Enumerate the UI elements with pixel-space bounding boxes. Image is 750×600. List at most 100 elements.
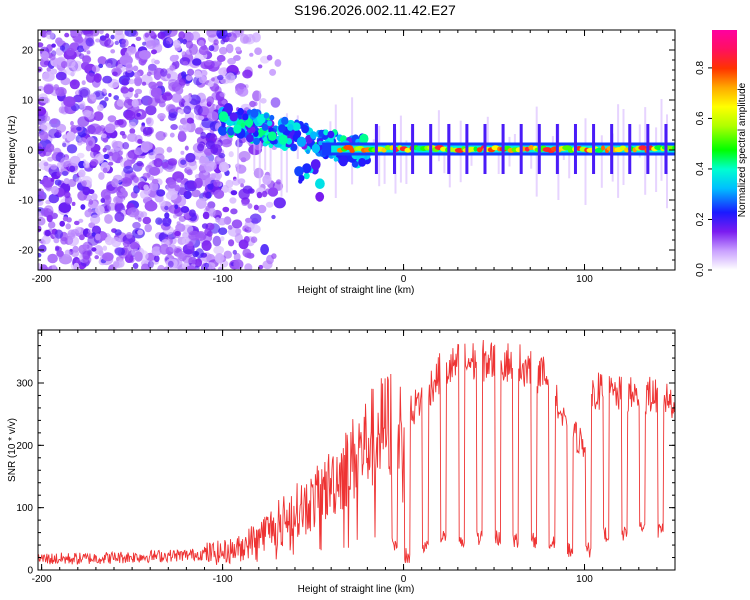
spectrogram-cell [114, 229, 122, 236]
spectrogram-cell [153, 158, 163, 168]
colorbar-axis: 0.0 0.2 0.4 0.6 0.8 [695, 61, 712, 277]
spectrogram-streak [237, 124, 240, 179]
spectrogram-cell [76, 45, 85, 53]
spectrogram-cell [55, 246, 60, 251]
spectrogram-cell [120, 87, 129, 94]
spectrogram-streak [600, 135, 603, 188]
spectrogram-cell [164, 70, 178, 82]
spectrogram-streak [497, 142, 500, 174]
spectrogram-cell [91, 247, 97, 252]
spectrogram-cell [204, 59, 215, 70]
x-tick-label: -200 [32, 574, 52, 585]
spectrogram-cell [142, 41, 147, 46]
spectrogram-cell [206, 230, 213, 237]
spectrogram-cell [93, 111, 104, 121]
colorbar-tick-label: 0.8 [695, 61, 706, 75]
spectrogram-cell [127, 133, 138, 142]
spectrogram-cell [191, 189, 201, 198]
spectrogram-cell [45, 31, 55, 40]
spectrogram-cell [50, 164, 58, 170]
spectrogram-cell [185, 161, 198, 172]
spectrogram-cell [69, 79, 80, 90]
spectrogram-cell [185, 74, 193, 81]
spectrogram-cell [229, 197, 237, 204]
spectrogram-cell [117, 119, 124, 126]
spectrogram-cell [75, 177, 83, 183]
spectrogram-cell [81, 61, 90, 71]
spectrogram-cell [101, 133, 107, 139]
spectrogram-cell [48, 128, 60, 139]
spectrogram-cell [104, 123, 116, 134]
spectrogram-cell [62, 142, 67, 148]
spectrogram-cell [43, 60, 50, 66]
spectrogram-burst [447, 124, 451, 174]
spectrogram-cell [315, 178, 325, 189]
spectrogram-cell [273, 197, 286, 209]
spectrogram-cell [302, 163, 312, 174]
spectrogram-cell [135, 36, 142, 41]
spectrogram-cell [147, 260, 154, 269]
spectrogram-cell [207, 111, 219, 122]
snr-frame [37, 329, 676, 571]
spectrogram-cell [86, 50, 91, 55]
spectrogram-cell [228, 151, 234, 158]
spectrogram-cell [102, 147, 107, 153]
spectrogram-cell [311, 143, 321, 154]
spectrogram-cell [97, 56, 107, 65]
spectrogram-cell [327, 130, 335, 139]
spectrogram-cell [108, 93, 112, 97]
spectrogram-cell [176, 178, 182, 183]
spectrogram-cell [202, 211, 210, 220]
spectrogram-cell [98, 172, 105, 180]
spectrogram-cell [318, 140, 323, 146]
x-tick-label: 100 [576, 274, 593, 285]
y-tick-label: 10 [22, 96, 34, 107]
spectrogram-cell [46, 67, 51, 72]
spectrogram-cell [253, 101, 258, 107]
spectrogram-cell [208, 45, 215, 52]
spectrogram-cell [39, 264, 48, 270]
spectrogram-cell [173, 213, 178, 219]
spectrogram-cell [58, 106, 66, 114]
spectrogram-cell [318, 129, 325, 137]
spectrogram-cell [58, 202, 72, 214]
spectrogram-cell [251, 224, 261, 234]
spectrogram-cell [144, 200, 158, 212]
spectrogram-cell [62, 216, 69, 222]
spectrogram-cell [310, 159, 321, 170]
spectrogram-cell [164, 205, 169, 211]
spectrogram-cell [127, 207, 140, 218]
spectrogram-cell [230, 208, 238, 215]
spectrogram-cell [168, 113, 177, 121]
spectrogram-cell [48, 221, 56, 229]
spectrogram-cell [38, 216, 46, 226]
spectrogram-cell [225, 179, 234, 189]
spectrogram-burst [465, 124, 469, 174]
spectrogram-cell [257, 204, 267, 214]
spectrogram-cell [298, 174, 305, 182]
spectrogram-cell [91, 96, 97, 102]
top-y-axis: -20 -10 0 10 20 [19, 29, 675, 271]
spectrogram-line-cell [404, 147, 412, 153]
spectrogram-cell [102, 167, 108, 174]
spectrogram-cell [70, 121, 74, 126]
spectrogram-cell [186, 117, 194, 124]
spectrogram-cell [161, 92, 173, 101]
spectrogram-cell [145, 105, 157, 116]
spectrogram-cell [156, 189, 166, 197]
spectrogram-cell [194, 70, 202, 78]
spectrogram-cell [137, 138, 143, 144]
spectrogram-cell [49, 53, 56, 61]
colorbar-tick-label: 0.2 [695, 212, 706, 226]
spectrogram-cell [238, 84, 245, 90]
spectrogram-cell [95, 38, 101, 43]
spectrogram-cell [94, 255, 99, 260]
spectrogram-cell [78, 218, 84, 223]
spectrogram-cell [88, 140, 93, 146]
spectrogram-cell [83, 244, 88, 249]
spectrogram-cell [131, 99, 139, 108]
spectrogram-cell [66, 144, 78, 154]
spectrogram-cell [80, 204, 86, 210]
spectrogram-cell [98, 250, 104, 257]
spectrogram-cell [240, 183, 245, 188]
